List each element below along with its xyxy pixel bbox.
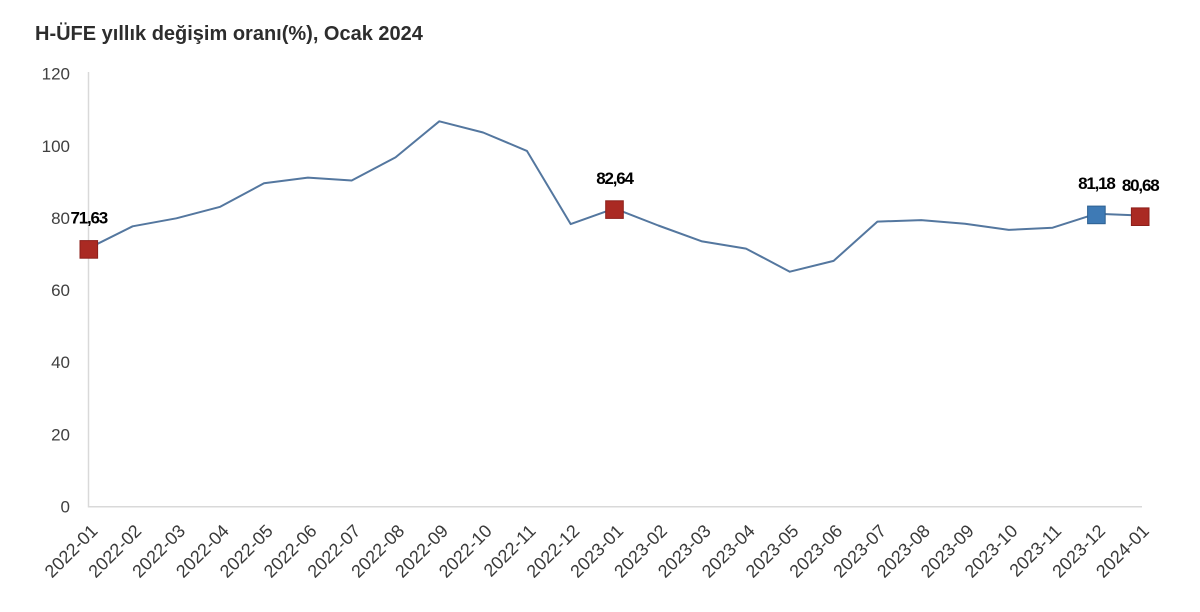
svg-text:82,64: 82,64	[596, 169, 634, 188]
svg-text:71,63: 71,63	[71, 209, 108, 228]
svg-text:120: 120	[42, 65, 70, 84]
svg-text:81,18: 81,18	[1078, 174, 1115, 193]
svg-text:40: 40	[51, 353, 70, 372]
svg-text:20: 20	[51, 425, 70, 444]
svg-text:H-ÜFE yıllık değişim oranı(%),: H-ÜFE yıllık değişim oranı(%), Ocak 2024	[35, 22, 424, 45]
svg-text:0: 0	[61, 498, 70, 517]
svg-text:80,68: 80,68	[1122, 176, 1159, 195]
svg-text:100: 100	[42, 137, 70, 156]
svg-text:80: 80	[51, 209, 70, 228]
svg-text:60: 60	[51, 281, 70, 300]
